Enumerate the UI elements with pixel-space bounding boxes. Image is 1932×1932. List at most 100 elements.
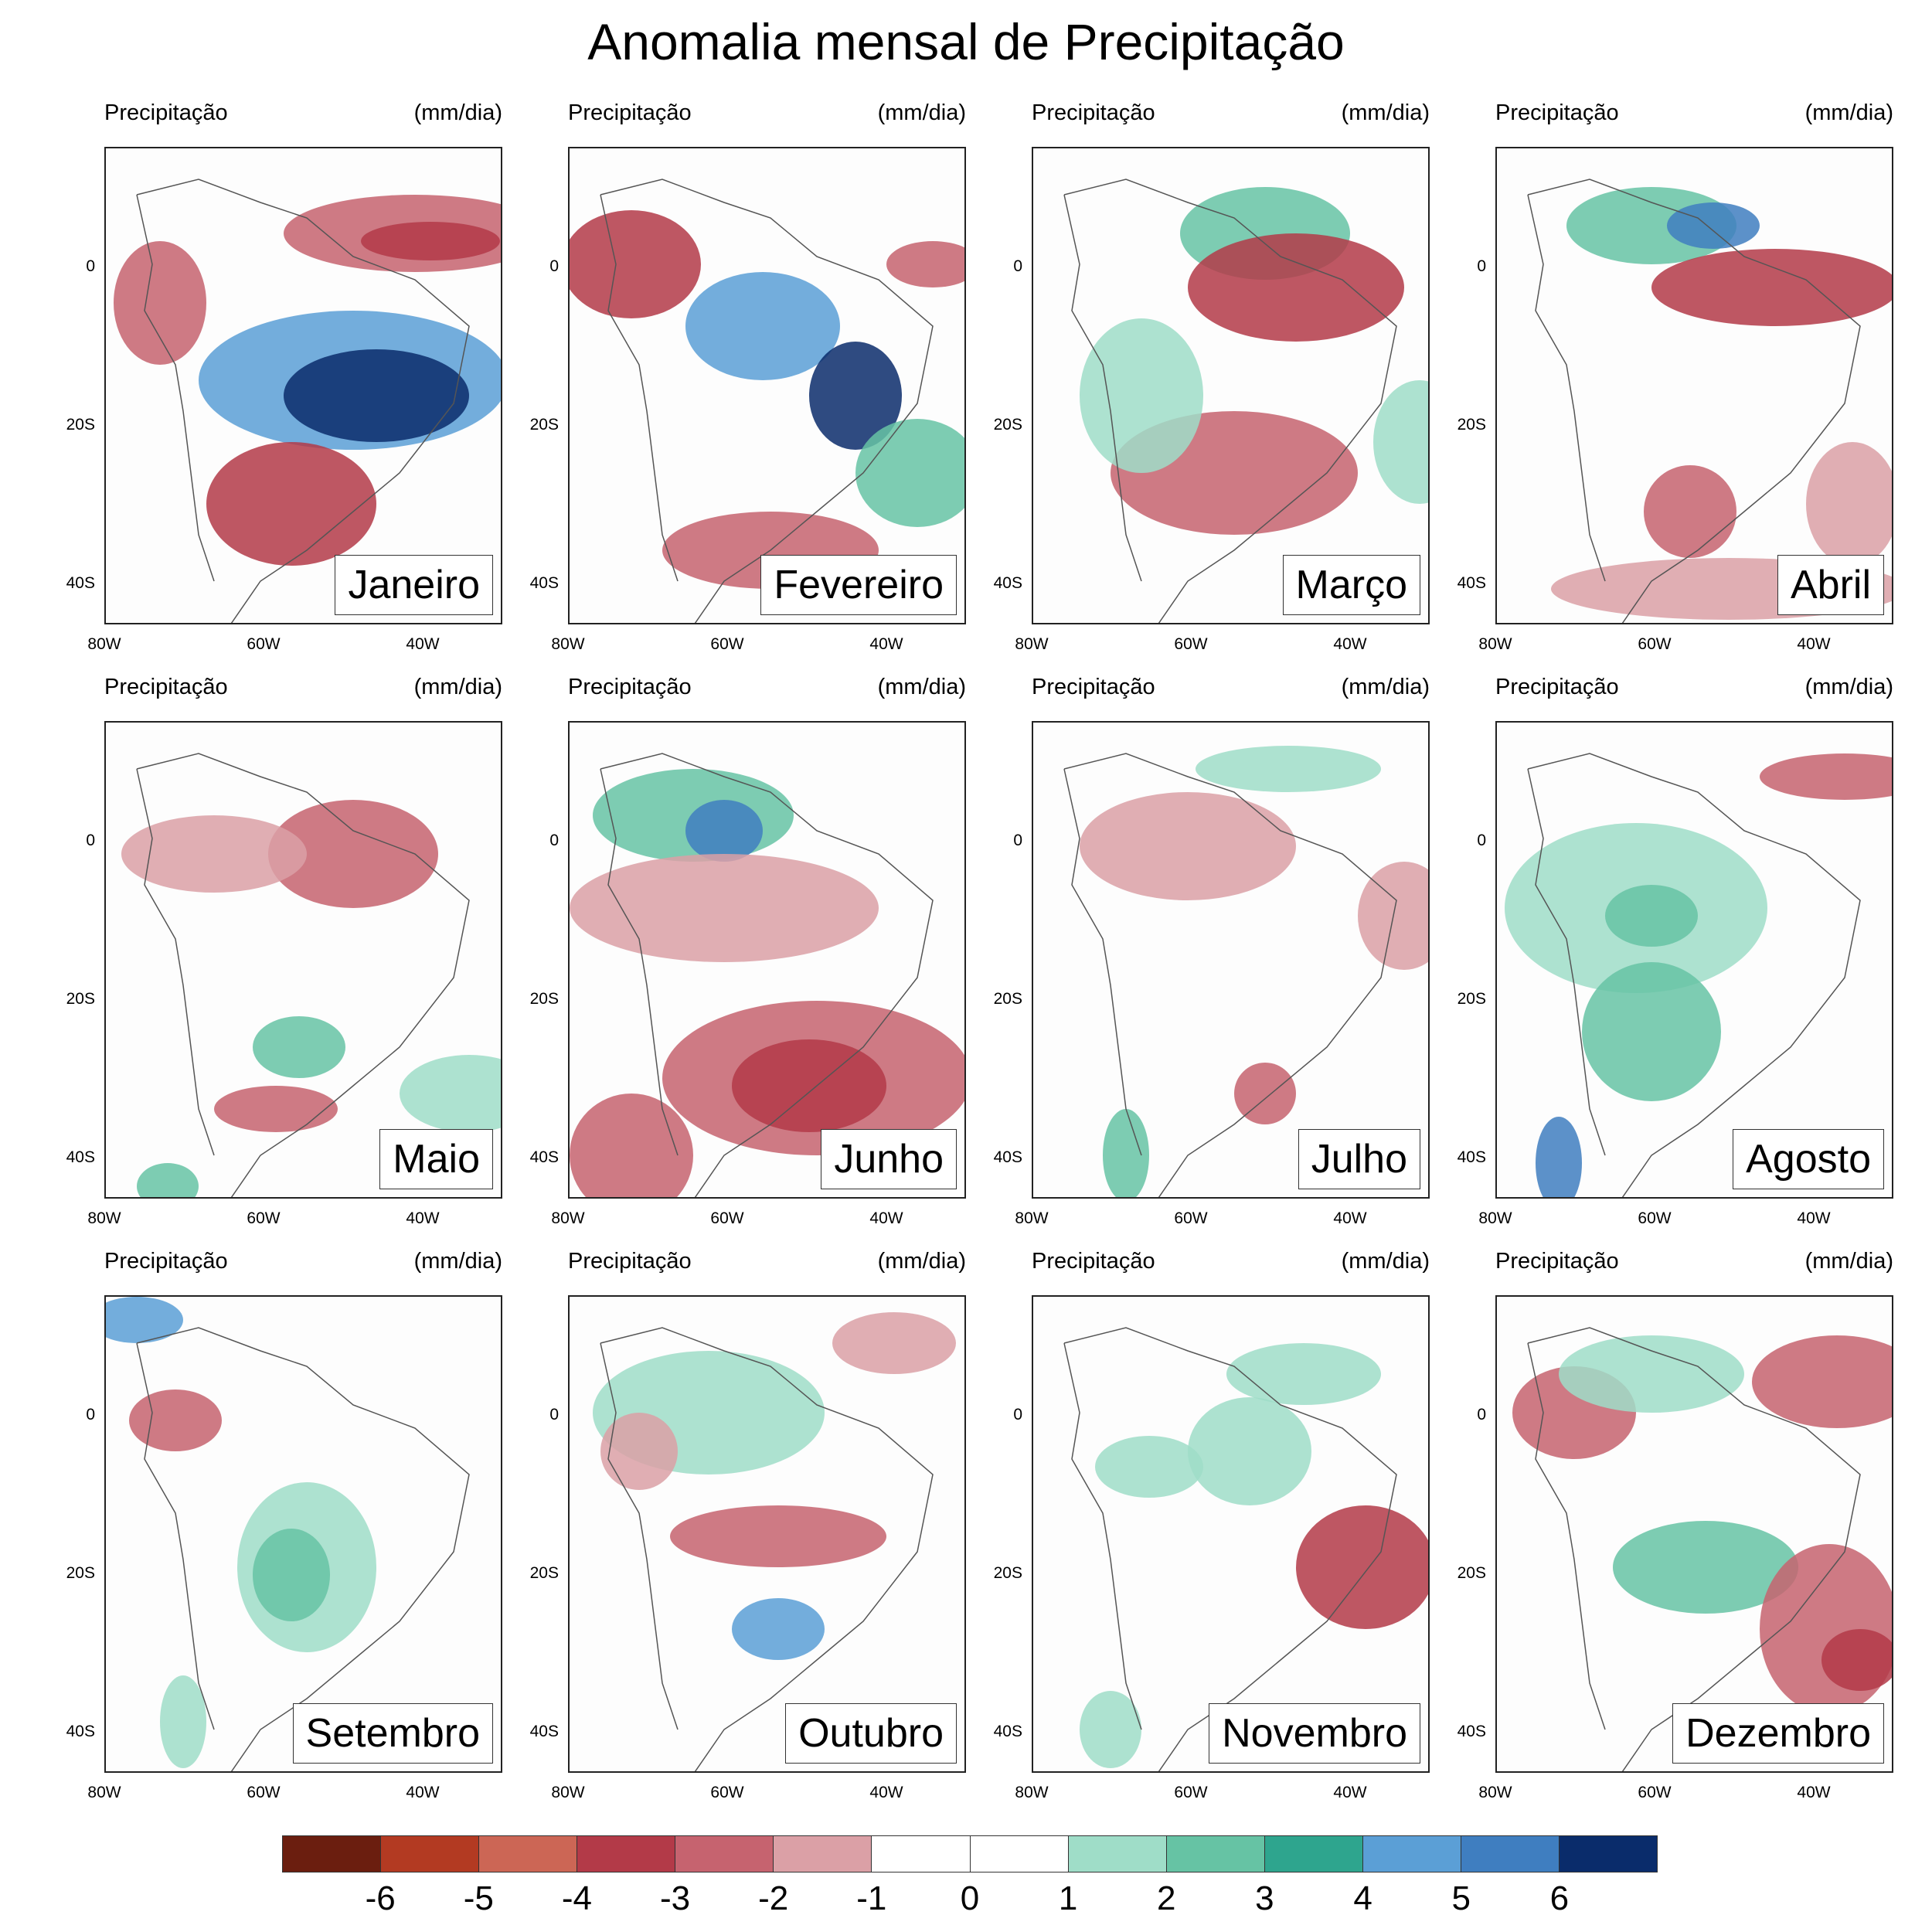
anomaly-contour [160, 1675, 206, 1768]
anomaly-contour [1188, 233, 1404, 342]
anomaly-contour [732, 1039, 886, 1132]
coastline [1527, 1327, 1861, 1771]
anomaly-contour [268, 800, 438, 908]
anomaly-contour [137, 1163, 199, 1197]
x-tick-label: 60W [1174, 1209, 1208, 1227]
y-tick-label: 20S [529, 990, 559, 1008]
y-tick-label: 0 [86, 257, 95, 275]
anomaly-contour [400, 1055, 501, 1132]
panel-9: Precipitação (mm/dia) Setembro 0 20S 40S 80W 60… [66, 1249, 568, 1821]
anomaly-map: Maio [104, 721, 502, 1199]
colorbar-cell [970, 1836, 1069, 1872]
x-tick-label: 40W [1333, 1209, 1367, 1227]
month-label: Abril [1777, 555, 1884, 615]
month-label: Agosto [1733, 1129, 1884, 1189]
anomaly-contour [1821, 1629, 1892, 1691]
y-tick-label: 20S [993, 990, 1022, 1008]
colorbar-tick-label: -1 [856, 1879, 887, 1917]
x-tick-label: 80W [1478, 635, 1512, 653]
anomaly-contour [1196, 746, 1381, 792]
colorbar-cell [675, 1836, 774, 1872]
panel-units-label: (mm/dia) [1341, 675, 1430, 699]
anomaly-field [1063, 179, 1428, 623]
anomaly-contour [1080, 318, 1203, 473]
x-tick-label: 80W [551, 635, 585, 653]
anomaly-field [1505, 753, 1892, 1197]
anomaly-contour [1080, 1691, 1141, 1768]
y-tick-label: 0 [549, 1406, 559, 1423]
colorbar-tick-label: 0 [960, 1879, 980, 1917]
coastline [136, 1327, 470, 1771]
anomaly-contour [1080, 792, 1296, 900]
y-tick-label: 0 [1477, 257, 1486, 275]
panel-variable-label: Precipitação [1032, 100, 1155, 125]
anomaly-contour [1605, 885, 1698, 947]
x-tick-label: 40W [406, 1209, 440, 1227]
anomaly-contour [253, 1016, 345, 1078]
y-tick-label: 40S [66, 1723, 95, 1740]
colorbar-cell [479, 1836, 578, 1872]
y-tick-label: 0 [86, 1406, 95, 1423]
coastline [1063, 1327, 1397, 1771]
anomaly-contour [1752, 1335, 1892, 1428]
anomaly-map: Dezembro [1495, 1295, 1893, 1773]
x-tick-label: 60W [710, 1209, 744, 1227]
y-tick-label: 0 [86, 832, 95, 849]
anomaly-contour [206, 442, 376, 566]
colorbar-cell [1166, 1836, 1265, 1872]
colorbar-tick-label: 4 [1353, 1879, 1372, 1917]
anomaly-contour [855, 419, 964, 527]
anomaly-contour [361, 222, 500, 260]
y-tick-label: 40S [66, 1148, 95, 1166]
panel-units-label: (mm/dia) [877, 100, 966, 125]
x-tick-label: 80W [1015, 1209, 1049, 1227]
anomaly-contour [1760, 753, 1892, 800]
anomaly-contour [685, 272, 840, 380]
y-tick-label: 0 [1013, 1406, 1022, 1423]
anomaly-contour [1188, 1397, 1311, 1505]
anomaly-map: Julho [1032, 721, 1430, 1199]
panel-11: Precipitação (mm/dia) Novembro 0 20S 40S 80W 60… [994, 1249, 1495, 1821]
x-tick-label: 80W [551, 1784, 585, 1801]
x-tick-label: 60W [1638, 1209, 1672, 1227]
colorbar-tick-label: 5 [1451, 1879, 1471, 1917]
colorbar [282, 1835, 1658, 1872]
y-tick-label: 20S [66, 416, 95, 434]
anomaly-contour [886, 241, 964, 287]
x-tick-label: 80W [87, 635, 121, 653]
x-tick-label: 40W [406, 635, 440, 653]
y-tick-label: 40S [993, 1723, 1022, 1740]
coastline [600, 1327, 934, 1771]
x-tick-label: 60W [1638, 1784, 1672, 1801]
colorbar-tick-label: 2 [1157, 1879, 1176, 1917]
anomaly-contour [214, 1086, 338, 1132]
y-tick-label: 0 [549, 257, 559, 275]
colorbar-cell [381, 1836, 480, 1872]
panel-variable-label: Precipitação [1495, 675, 1619, 699]
coastline [1527, 753, 1861, 1197]
x-tick-label: 40W [406, 1784, 440, 1801]
panel-variable-label: Precipitação [568, 1249, 692, 1274]
anomaly-field [593, 1312, 956, 1771]
y-tick-label: 0 [1477, 832, 1486, 849]
anomaly-contour [1373, 380, 1428, 504]
x-tick-label: 80W [551, 1209, 585, 1227]
panel-10: Precipitação (mm/dia) Outubro 0 20S 40S 80W 60W… [530, 1249, 1032, 1821]
y-tick-label: 0 [1477, 1406, 1486, 1423]
panel-units-label: (mm/dia) [1341, 1249, 1430, 1274]
x-tick-label: 40W [869, 1784, 903, 1801]
y-tick-label: 20S [66, 990, 95, 1008]
x-tick-label: 40W [869, 1209, 903, 1227]
coastline [136, 179, 470, 623]
colorbar-cell [1461, 1836, 1560, 1872]
anomaly-contour [570, 210, 701, 318]
y-tick-label: 0 [1013, 257, 1022, 275]
anomaly-contour [1582, 962, 1721, 1101]
panel-variable-label: Precipitação [104, 675, 228, 699]
anomaly-contour [670, 1505, 886, 1567]
x-tick-label: 60W [710, 635, 744, 653]
anomaly-field [570, 179, 964, 623]
coastline [1527, 179, 1861, 623]
x-tick-label: 40W [1797, 635, 1831, 653]
panel-variable-label: Precipitação [104, 100, 228, 125]
